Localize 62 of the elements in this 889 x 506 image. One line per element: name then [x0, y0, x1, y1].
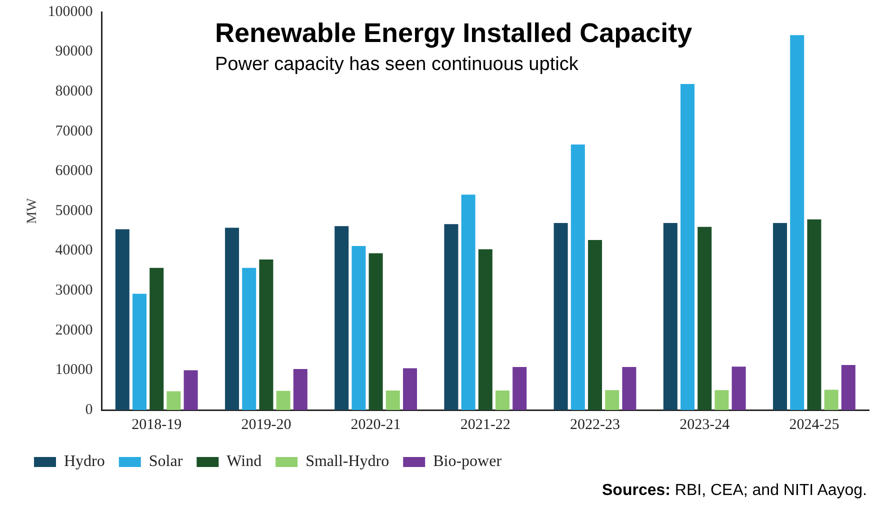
- y-axis-title: MW: [25, 197, 40, 224]
- bar: [772, 222, 788, 410]
- bar: [570, 144, 585, 410]
- legend-label: Hydro: [64, 453, 105, 470]
- x-tick-label: 2020-21: [350, 416, 401, 433]
- x-tick-label: 2022-23: [570, 416, 620, 433]
- bar: [276, 390, 290, 410]
- bar: [732, 366, 746, 410]
- bar: [461, 194, 476, 410]
- bar: [622, 367, 636, 410]
- x-tick-label: 2019-20: [241, 416, 292, 433]
- bar: [680, 84, 695, 410]
- text: Power capacity has seen continuous uptick: [215, 54, 578, 76]
- y-tick-label: 100000: [48, 4, 93, 20]
- bar: [242, 268, 256, 410]
- bar: [402, 368, 418, 410]
- bar: [293, 369, 308, 410]
- legend-label: Bio-power: [433, 453, 502, 470]
- bar: [386, 390, 400, 410]
- bar: [714, 390, 729, 410]
- bar: [368, 253, 383, 410]
- bar: [166, 391, 181, 410]
- y-tick-label: 80000: [55, 84, 93, 100]
- bar: [807, 219, 822, 410]
- bar: [698, 226, 712, 410]
- legend-label: Small-Hydro: [306, 453, 390, 470]
- legend-label: Solar: [148, 453, 184, 470]
- bar: [841, 365, 856, 410]
- bar: [224, 228, 240, 410]
- x-tick-label: 2021-22: [460, 416, 510, 433]
- x-tick-label: 2018-19: [132, 416, 182, 433]
- bar: [554, 222, 568, 410]
- bar: [495, 390, 510, 410]
- bar: [588, 240, 602, 410]
- source-note: Sources: RBI, CEA; and NITI Aayog.: [602, 482, 867, 500]
- y-tick-label: 0: [85, 402, 93, 418]
- bar: [352, 246, 366, 410]
- bar: [132, 294, 147, 410]
- bar: [824, 390, 838, 410]
- bar: [334, 226, 349, 410]
- bar: [478, 249, 492, 410]
- y-tick-label: 50000: [55, 202, 93, 219]
- y-tick-label: 30000: [55, 282, 93, 299]
- x-tick-label: 2024-25: [789, 416, 840, 433]
- bar: [444, 224, 458, 410]
- y-tick-label: 20000: [55, 322, 93, 338]
- bar: [184, 370, 198, 410]
- y-tick-label: 90000: [55, 44, 93, 60]
- bar: [790, 35, 804, 410]
- bar: [663, 222, 678, 410]
- legend-label: Wind: [226, 453, 262, 470]
- y-tick-label: 10000: [55, 362, 93, 378]
- bar: [259, 260, 274, 410]
- x-tick-label: 2023-24: [680, 416, 730, 433]
- y-tick-label: 40000: [55, 242, 93, 259]
- y-tick-label: 60000: [55, 163, 93, 180]
- y-tick-label: 70000: [55, 123, 93, 140]
- bar: [605, 390, 620, 410]
- chart-title: Renewable Energy Installed Capacity: [215, 18, 692, 49]
- bar: [115, 229, 130, 410]
- bar: [512, 367, 527, 410]
- bar: [150, 268, 164, 410]
